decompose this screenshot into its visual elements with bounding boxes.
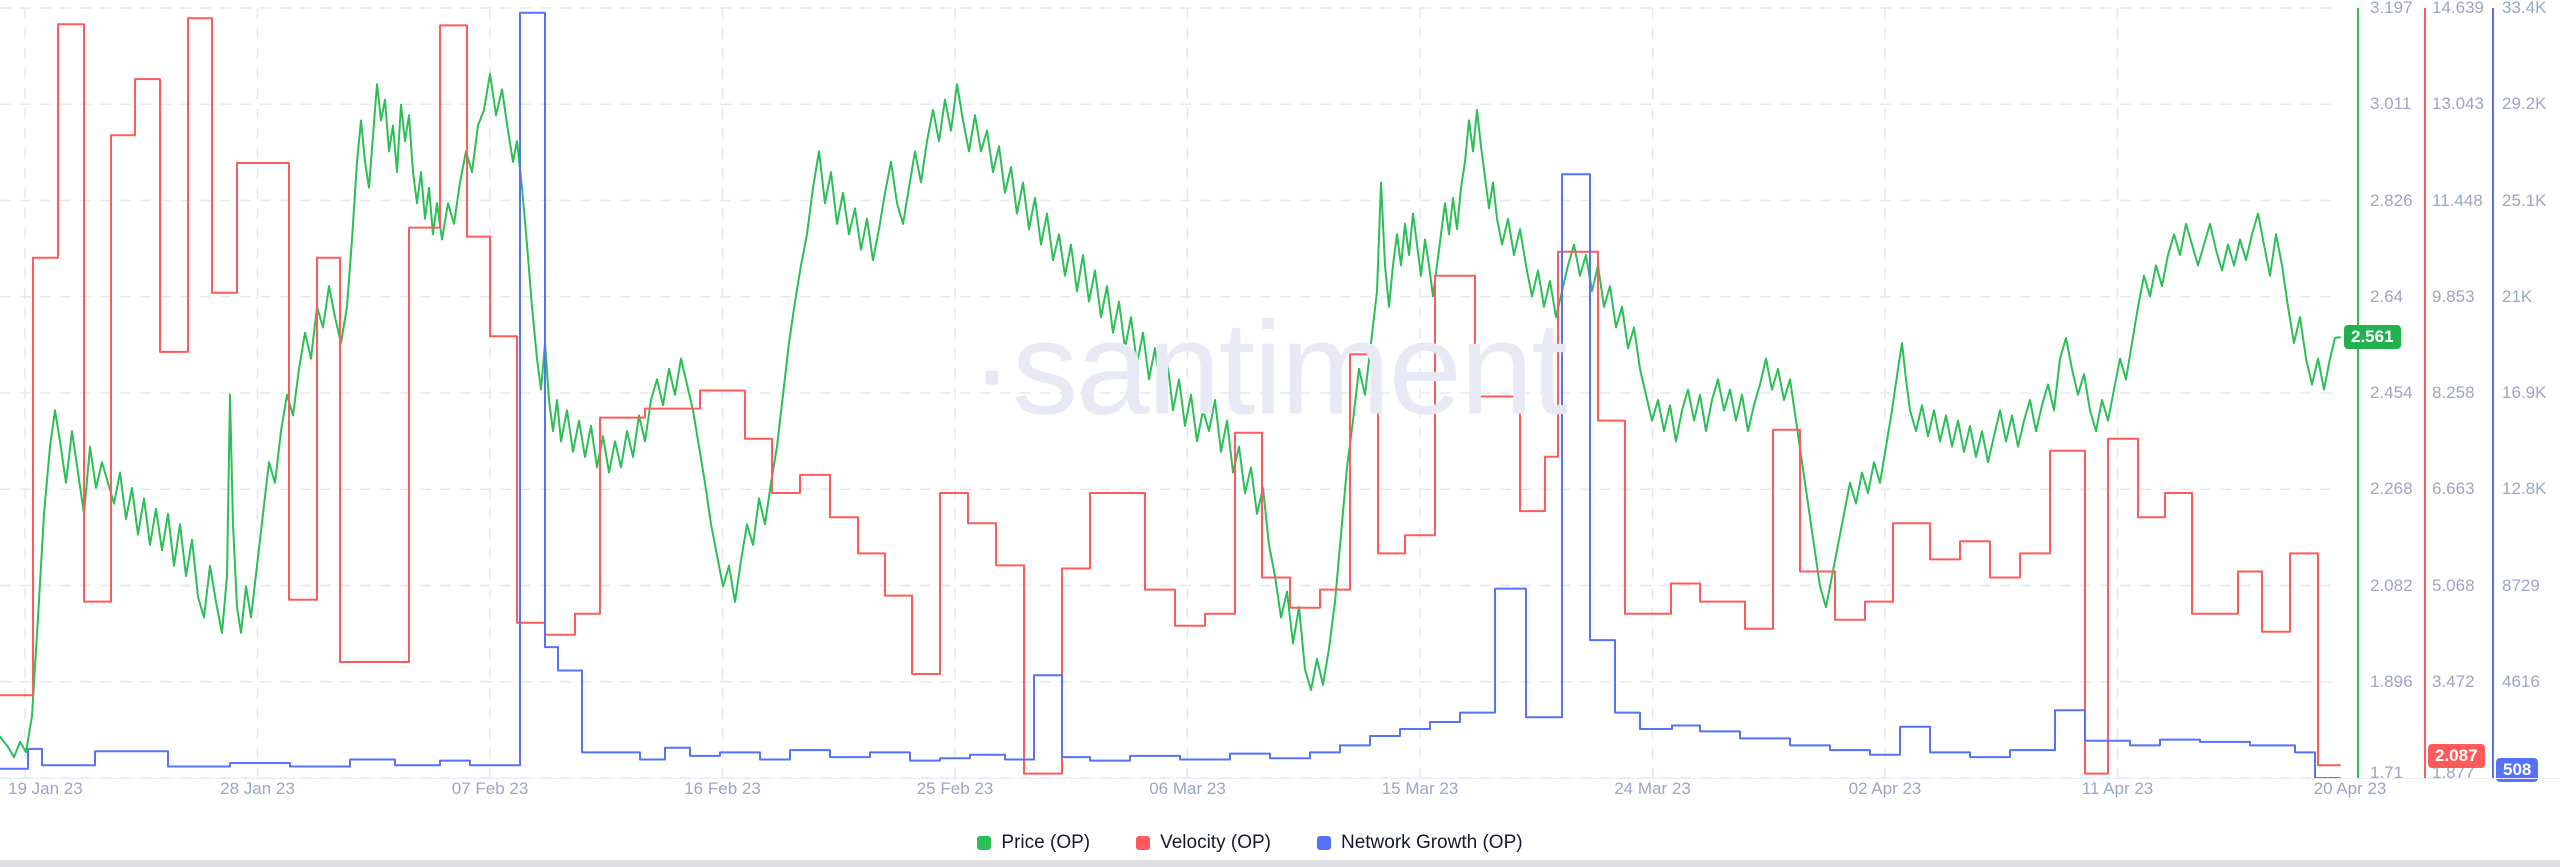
- date-label: 20 Apr 23: [2313, 779, 2387, 798]
- price-tick-label: 3.197: [2370, 0, 2413, 17]
- price-tick-label: 2.082: [2370, 575, 2413, 595]
- velocity-tick-label: 13.043: [2432, 94, 2484, 114]
- velocity-tick-label: 9.853: [2432, 286, 2475, 306]
- price-tick-label: 2.268: [2370, 479, 2413, 499]
- velocity-legend-swatch-icon: [1136, 836, 1151, 850]
- date-label: 15 Mar 23: [1381, 779, 1459, 798]
- velocity-tick-label: 3.472: [2432, 671, 2475, 691]
- velocity-tick-label: 1.877: [2432, 763, 2475, 782]
- legend-item-price[interactable]: Price (OP): [977, 832, 1090, 854]
- velocity-legend-label: Velocity (OP): [1160, 832, 1271, 853]
- network-growth-legend-label: Network Growth (OP): [1340, 832, 1523, 853]
- chart-legend: Price (OP) Velocity (OP) Network Growth …: [0, 832, 2500, 854]
- date-label: 06 Mar 23: [1149, 779, 1226, 798]
- network-growth-op-series-line: [0, 11, 2341, 779]
- network_growth-tick-label: 33.4K: [2502, 0, 2547, 17]
- network_growth-tick-label: 4616: [2502, 671, 2540, 691]
- date-label: 02 Apr 23: [1848, 779, 1922, 798]
- velocity-last-value-badge: 2.087: [2428, 744, 2485, 768]
- velocity-tick-label: 8.258: [2432, 383, 2475, 402]
- price-op-series-line: [0, 72, 2341, 759]
- price-tick-label: 3.011: [2370, 94, 2412, 114]
- price-last-value-badge: 2.561: [2344, 325, 2401, 349]
- velocity-op-series-line: [0, 17, 2341, 775]
- network_growth-tick-label: 29.2K: [2502, 94, 2547, 114]
- date-label: 25 Feb 23: [916, 779, 994, 798]
- price-tick-label: 2.64: [2370, 286, 2404, 306]
- date-label: 28 Jan 23: [220, 779, 295, 798]
- date-label: 11 Apr 23: [2081, 779, 2154, 798]
- velocity-tick-label: 5.068: [2432, 575, 2475, 595]
- price-tick-label: 1.71: [2370, 763, 2404, 782]
- date-label: 24 Mar 23: [1614, 779, 1691, 798]
- price-tick-label: 1.896: [2370, 671, 2413, 691]
- legend-item-velocity[interactable]: Velocity (OP): [1136, 832, 1271, 854]
- price-tick-label: 2.826: [2370, 190, 2413, 210]
- santiment-watermark: ·santiment: [969, 294, 1568, 442]
- bottom-page-strip: [0, 860, 2560, 867]
- network-growth-legend-swatch-icon: [1316, 836, 1331, 850]
- network_growth-tick-label: 25.1K: [2502, 190, 2547, 210]
- network_growth-tick-label: 21K: [2502, 286, 2533, 306]
- network_growth-tick-label: 12.8K: [2502, 479, 2547, 499]
- price-legend-swatch-icon: [977, 836, 992, 850]
- velocity-tick-label: 14.639: [2432, 0, 2484, 17]
- velocity-tick-label: 6.663: [2432, 479, 2475, 499]
- price-tick-label: 2.454: [2370, 383, 2413, 402]
- velocity-tick-label: 11.448: [2432, 190, 2483, 210]
- legend-item-network-growth[interactable]: Network Growth (OP): [1316, 832, 1523, 854]
- price-legend-label: Price (OP): [1001, 832, 1091, 853]
- date-label: 19 Jan 23: [8, 779, 83, 798]
- network_growth-tick-label: 16.9K: [2502, 383, 2547, 402]
- date-label: 07 Feb 23: [451, 779, 529, 798]
- date-label: 16 Feb 23: [684, 779, 761, 798]
- network_growth-tick-label: 8729: [2502, 575, 2540, 595]
- plot-bottom-border: [0, 778, 2560, 779]
